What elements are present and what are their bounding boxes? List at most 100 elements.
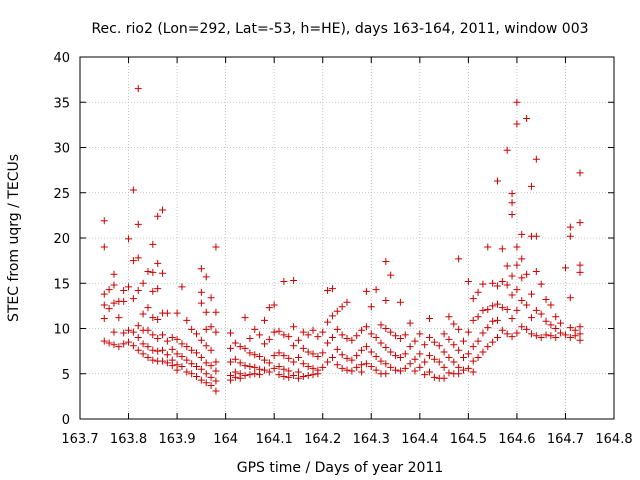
data-point (372, 353, 380, 361)
data-point (275, 327, 283, 335)
data-point (134, 85, 142, 93)
data-point (173, 309, 181, 317)
data-point (362, 360, 370, 368)
data-point (552, 334, 560, 342)
data-point (537, 310, 545, 318)
data-point (290, 277, 298, 285)
data-point (440, 330, 448, 338)
data-point (387, 328, 395, 336)
data-point (513, 261, 521, 269)
chart-title: Rec. rio2 (Lon=292, Lat=-53, h=HE), days… (91, 21, 588, 37)
data-point (120, 329, 128, 337)
data-point (299, 344, 307, 352)
data-point (401, 364, 409, 372)
data-point (100, 315, 108, 323)
data-point (416, 363, 424, 371)
data-point (231, 339, 239, 347)
data-point (372, 334, 380, 342)
data-point (426, 334, 434, 342)
data-point (260, 356, 268, 364)
data-point (445, 335, 453, 343)
data-point (348, 356, 356, 364)
data-point (139, 340, 147, 348)
data-point (129, 295, 137, 303)
data-point (290, 358, 298, 366)
data-point (319, 328, 327, 336)
data-point (149, 346, 157, 354)
data-point (197, 365, 205, 373)
data-point (202, 325, 210, 333)
data-point (129, 257, 137, 265)
data-point (280, 372, 288, 380)
data-point (392, 366, 400, 374)
data-point (469, 368, 477, 376)
data-point (382, 370, 390, 378)
data-point (518, 255, 526, 263)
data-point (134, 286, 142, 294)
data-point (290, 372, 298, 380)
data-point (416, 350, 424, 358)
data-point (105, 305, 113, 313)
data-point (362, 287, 370, 295)
data-point (455, 255, 463, 263)
data-point (362, 343, 370, 351)
data-point (226, 344, 234, 352)
data-point (576, 169, 584, 177)
data-point (484, 343, 492, 351)
data-point (149, 331, 157, 339)
data-point (168, 345, 176, 353)
data-point (212, 358, 220, 366)
data-point (406, 343, 414, 351)
data-point (144, 343, 152, 351)
data-point (557, 329, 565, 337)
data-point (508, 272, 516, 280)
x-tick-label: 164.8 (595, 432, 632, 447)
x-tick-label: 164.7 (547, 432, 584, 447)
data-point (314, 333, 322, 341)
data-point (159, 269, 167, 277)
data-point (285, 354, 293, 362)
data-point (207, 294, 215, 302)
tick-layer: 163.7 163.8 163.9 164 164.1 164.2 164.3 164.4 16… (53, 51, 632, 447)
data-point (566, 223, 574, 231)
data-point (285, 373, 293, 381)
data-point (100, 337, 108, 345)
data-point (212, 308, 220, 316)
data-point (513, 329, 521, 337)
data-point (159, 346, 167, 354)
data-point (508, 291, 516, 299)
data-point (144, 304, 152, 312)
data-point (154, 334, 162, 342)
data-point (469, 357, 477, 365)
data-point (105, 339, 113, 347)
data-point (226, 376, 234, 384)
data-point (125, 338, 133, 346)
data-point (139, 310, 147, 318)
data-point (343, 366, 351, 374)
data-point (183, 343, 191, 351)
data-point (275, 371, 283, 379)
data-point (343, 334, 351, 342)
x-tick-label: 163.8 (110, 432, 147, 447)
data-point (435, 342, 443, 350)
data-point (110, 328, 118, 336)
data-point (430, 355, 438, 363)
data-point (367, 330, 375, 338)
data-point (265, 359, 273, 367)
data-point (183, 368, 191, 376)
data-point (576, 330, 584, 338)
data-point (411, 337, 419, 345)
x-tick-label: 164 (213, 432, 238, 447)
data-point (309, 350, 317, 358)
data-point (294, 353, 302, 361)
data-point (493, 282, 501, 290)
data-point (154, 259, 162, 267)
data-point (159, 206, 167, 214)
y-tick-label: 35 (53, 96, 70, 111)
data-point (527, 290, 535, 298)
data-point (197, 299, 205, 307)
x-tick-label: 164.6 (498, 432, 535, 447)
data-point (513, 120, 521, 128)
data-point (445, 313, 453, 321)
data-point (193, 349, 201, 357)
